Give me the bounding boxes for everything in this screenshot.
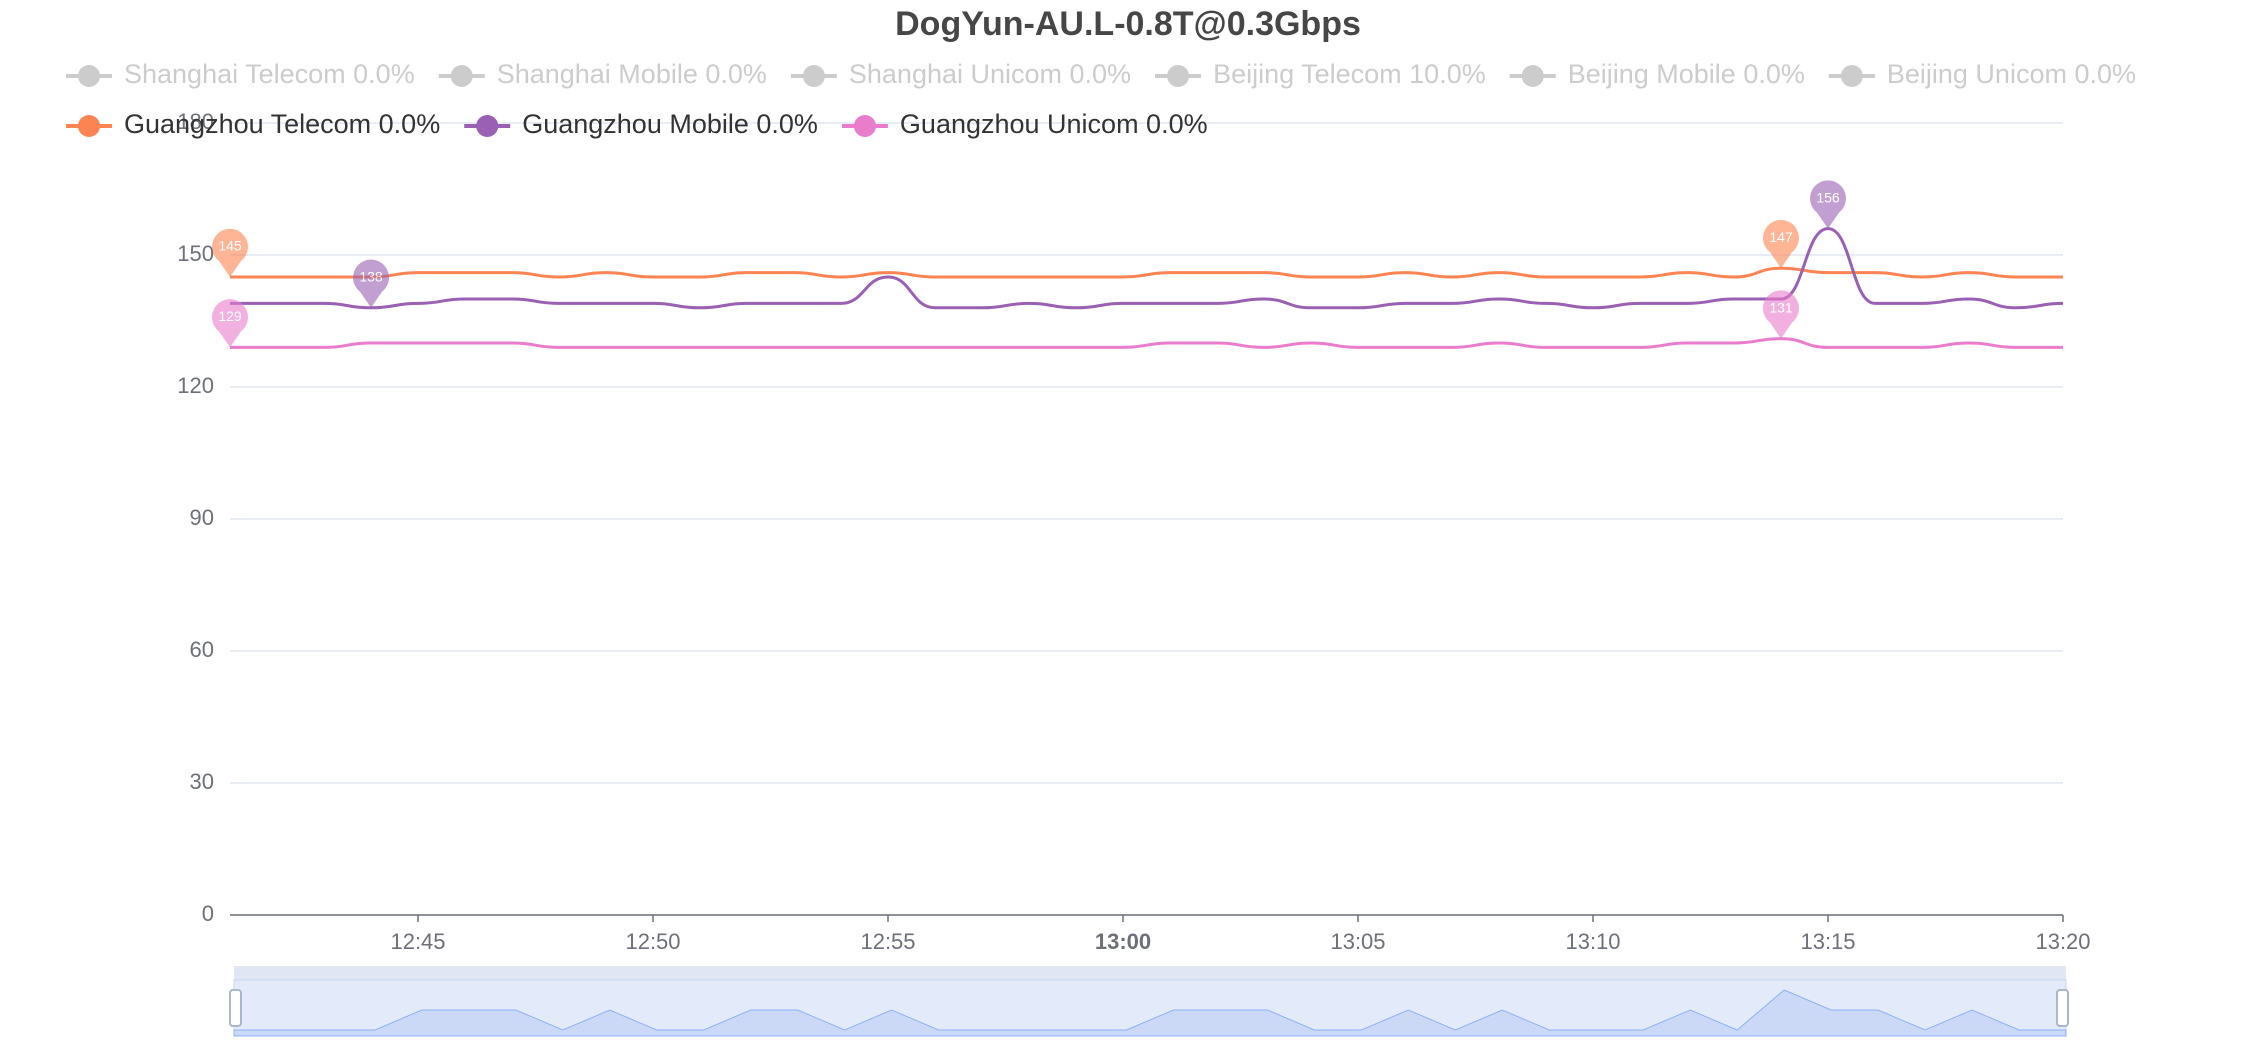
legend-dot — [1521, 65, 1544, 87]
legend-dot — [78, 65, 100, 87]
legend-label: Shanghai Telecom 0.0% — [124, 59, 415, 89]
x-tick-label: 12:55 — [860, 929, 915, 954]
y-tick-label: 0 — [202, 901, 214, 926]
y-tick-label: 90 — [190, 505, 214, 530]
mark-pin — [1762, 219, 1799, 269]
y-tick-label: 150 — [177, 241, 214, 266]
mark-point: 156 — [1810, 180, 1846, 229]
legend-label: Beijing Mobile 0.0% — [1568, 59, 1805, 89]
x-tick-label: 12:50 — [625, 929, 680, 954]
legend-dot — [802, 65, 825, 87]
mark-pin — [212, 228, 249, 277]
mark-label: 147 — [1769, 229, 1793, 245]
mark-pin — [353, 259, 389, 308]
mark-label: 145 — [218, 238, 242, 254]
x-tick-label: 13:15 — [1800, 929, 1855, 954]
legend-item[interactable]: Guangzhou Telecom 0.0% — [66, 109, 440, 139]
mark-pin — [212, 299, 249, 348]
y-tick-label: 180 — [177, 109, 214, 134]
series-line — [230, 337, 2063, 349]
mark-point: 147 — [1762, 219, 1799, 269]
chart-title: DogYun-AU.L-0.8T@0.3Gbps — [895, 5, 1361, 43]
legend-label: Beijing Telecom 10.0% — [1213, 59, 1486, 89]
x-tick-label: 13:00 — [1095, 929, 1151, 954]
legend-dot — [1840, 65, 1863, 87]
legend-dot — [450, 65, 473, 87]
legend-label: Guangzhou Telecom 0.0% — [124, 109, 440, 139]
mark-label: 138 — [359, 269, 383, 285]
legend-item[interactable]: Beijing Telecom 10.0% — [1155, 59, 1486, 89]
legend-label: Guangzhou Unicom 0.0% — [900, 109, 1208, 139]
mark-pin — [1810, 180, 1846, 229]
mark-pin — [1763, 290, 1799, 339]
mark-point: 129 — [212, 299, 249, 348]
mark-label: 156 — [1816, 189, 1840, 205]
legend-item[interactable]: Shanghai Telecom 0.0% — [66, 59, 415, 89]
series-line — [230, 266, 2063, 279]
legend-item[interactable]: Beijing Mobile 0.0% — [1509, 59, 1805, 89]
x-tick-label: 12:45 — [390, 929, 445, 954]
zoom-handle[interactable] — [2056, 989, 2069, 1027]
zoom-bar[interactable] — [234, 966, 2066, 980]
x-tick-label: 13:20 — [2035, 929, 2090, 954]
legend-item[interactable]: Guangzhou Mobile 0.0% — [464, 109, 818, 139]
mark-label: 129 — [218, 308, 242, 324]
legend-label: Guangzhou Mobile 0.0% — [522, 109, 818, 139]
x-tick-label: 13:10 — [1565, 929, 1620, 954]
zoom-handle[interactable] — [229, 989, 242, 1027]
legend-label: Shanghai Unicom 0.0% — [849, 59, 1131, 89]
legend-label: Shanghai Mobile 0.0% — [497, 59, 767, 89]
legend-dot — [78, 115, 100, 137]
x-tick-label: 13:05 — [1330, 929, 1385, 954]
legend-dot — [476, 115, 499, 137]
legend-item[interactable]: Shanghai Mobile 0.0% — [438, 59, 767, 89]
legend-label: Beijing Unicom 0.0% — [1887, 59, 2136, 89]
y-tick-label: 30 — [190, 769, 214, 794]
y-tick-label: 60 — [190, 637, 214, 662]
legend-item[interactable]: Shanghai Unicom 0.0% — [790, 59, 1131, 89]
legend-dot — [853, 115, 876, 137]
mark-point: 138 — [353, 259, 389, 308]
mark-label: 131 — [1769, 299, 1793, 315]
y-tick-label: 120 — [177, 373, 214, 398]
legend-dot — [1167, 65, 1190, 87]
legend-item[interactable]: Beijing Unicom 0.0% — [1828, 59, 2136, 89]
mark-point: 145 — [212, 228, 249, 277]
mark-point: 131 — [1763, 290, 1799, 339]
legend-item[interactable]: Guangzhou Unicom 0.0% — [841, 109, 1208, 139]
zoom-preview — [233, 989, 2067, 1037]
